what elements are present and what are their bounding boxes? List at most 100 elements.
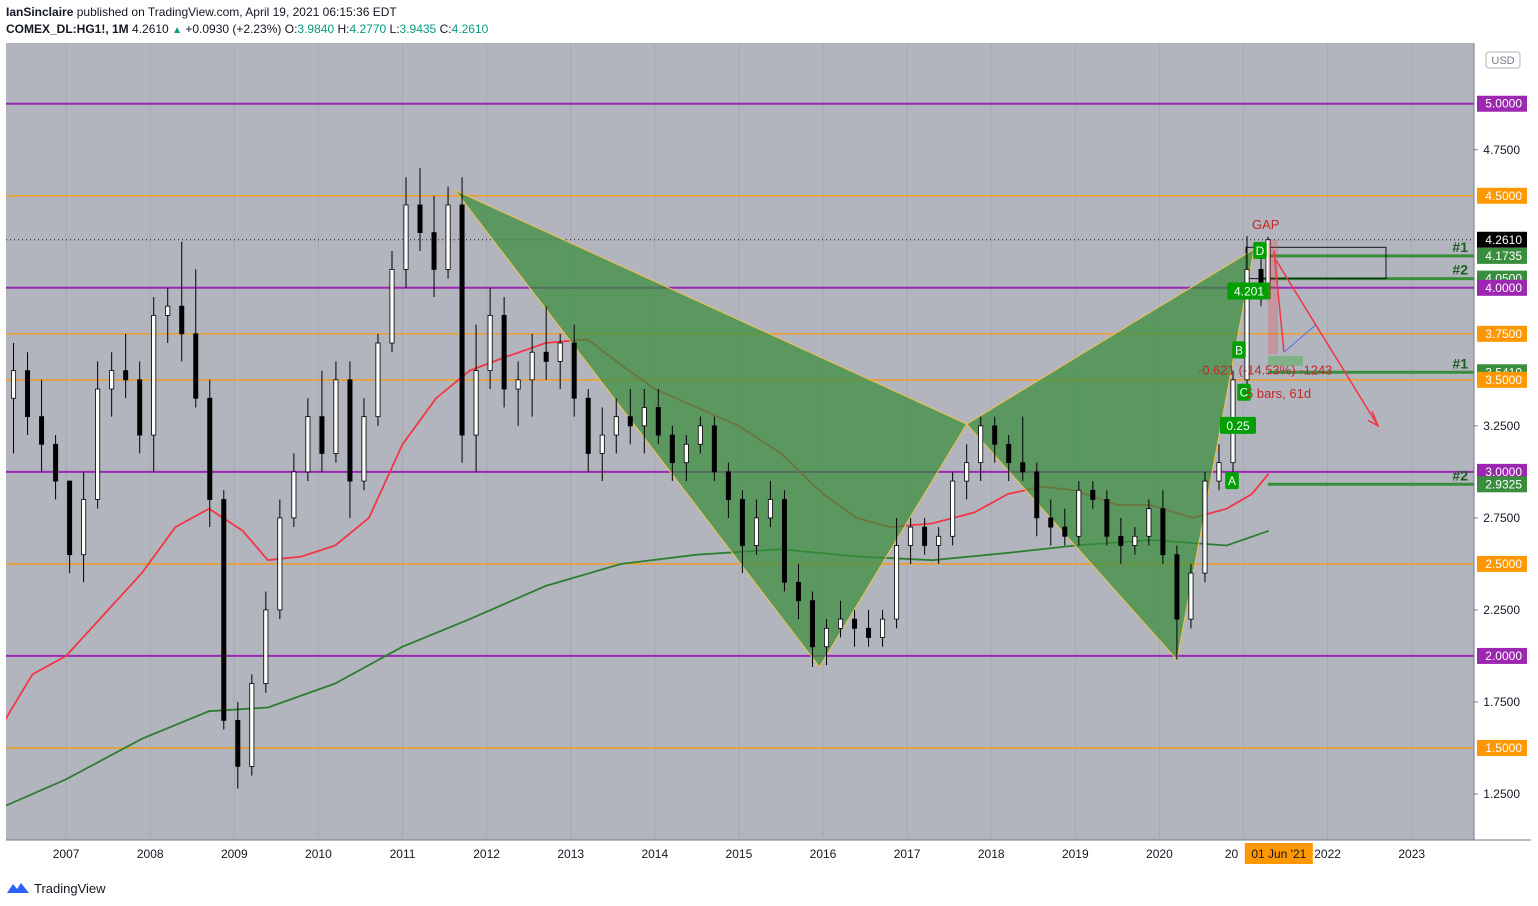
candle[interactable] — [319, 416, 325, 454]
target-zone[interactable] — [1268, 355, 1303, 366]
candlestick-chart[interactable]: #1 #2 #1 #2 D 4.201 B C 0.25 A GAP -0.621 (-14.53%… — [6, 43, 1531, 870]
candle[interactable] — [95, 388, 101, 500]
pattern-point-label[interactable] — [1225, 472, 1239, 490]
price-label-box[interactable] — [1477, 279, 1527, 296]
candle[interactable] — [992, 425, 998, 445]
candle[interactable] — [1062, 526, 1068, 537]
candle[interactable] — [179, 305, 185, 335]
candle[interactable] — [1104, 499, 1110, 537]
candle[interactable] — [599, 434, 605, 454]
price-label-box[interactable] — [1477, 231, 1527, 248]
price-axis[interactable] — [1474, 43, 1531, 840]
price-label-box[interactable] — [1477, 647, 1527, 664]
measure-zone[interactable] — [1268, 239, 1278, 355]
candle[interactable] — [950, 480, 956, 537]
candle[interactable] — [641, 407, 647, 427]
candle[interactable] — [193, 333, 199, 399]
candle[interactable] — [361, 416, 367, 482]
pattern-point-label[interactable] — [1232, 341, 1246, 359]
candle[interactable] — [1244, 268, 1250, 381]
candle[interactable] — [1132, 535, 1138, 546]
price-label-box[interactable] — [1477, 187, 1527, 204]
projection-arrow[interactable] — [1273, 250, 1285, 353]
candle[interactable] — [263, 609, 269, 684]
candle[interactable] — [221, 499, 227, 721]
price-label-box[interactable] — [1477, 247, 1527, 264]
candle[interactable] — [753, 517, 759, 546]
candle[interactable] — [529, 351, 535, 381]
price-label-box[interactable] — [1477, 739, 1527, 756]
candle[interactable] — [123, 370, 129, 381]
candle[interactable] — [908, 526, 914, 546]
candle[interactable] — [137, 379, 143, 436]
candle[interactable] — [403, 204, 409, 270]
candle[interactable] — [627, 416, 633, 427]
candle[interactable] — [501, 315, 507, 390]
candle[interactable] — [459, 204, 465, 436]
candle[interactable] — [725, 471, 731, 500]
candle[interactable] — [824, 627, 830, 648]
candle[interactable] — [389, 268, 395, 344]
candle[interactable] — [249, 683, 255, 767]
candle[interactable] — [375, 342, 381, 418]
candle[interactable] — [781, 499, 787, 583]
candle[interactable] — [305, 416, 311, 473]
candle[interactable] — [1146, 508, 1152, 537]
pattern-point-label[interactable] — [1253, 241, 1267, 259]
candle[interactable] — [53, 443, 59, 482]
candle[interactable] — [165, 305, 171, 316]
price-label-box[interactable] — [1477, 555, 1527, 572]
candle[interactable] — [1118, 535, 1124, 546]
candle[interactable] — [838, 618, 844, 629]
candle[interactable] — [1034, 471, 1040, 519]
candle[interactable] — [11, 370, 17, 399]
pattern-point-label[interactable] — [1220, 416, 1256, 434]
candle[interactable] — [557, 342, 563, 362]
candle[interactable] — [81, 499, 87, 556]
candle[interactable] — [487, 315, 493, 372]
candle[interactable] — [67, 480, 73, 556]
candle[interactable] — [613, 416, 619, 436]
candle[interactable] — [431, 232, 437, 270]
candle[interactable] — [347, 379, 353, 482]
candle[interactable] — [894, 545, 900, 620]
candle[interactable] — [445, 204, 451, 270]
candle[interactable] — [1076, 489, 1082, 537]
pattern-bcd[interactable] — [965, 248, 1255, 661]
pattern-point-label[interactable] — [1237, 383, 1251, 401]
candle[interactable] — [655, 407, 661, 436]
pattern-point-label[interactable] — [1227, 282, 1271, 300]
candle[interactable] — [922, 526, 928, 546]
candle[interactable] — [515, 379, 521, 390]
candle[interactable] — [25, 370, 31, 418]
candle[interactable] — [1020, 462, 1026, 473]
price-label-box[interactable] — [1477, 95, 1527, 112]
candle[interactable] — [880, 618, 886, 638]
candle[interactable] — [571, 342, 577, 399]
candle[interactable] — [235, 719, 241, 767]
candle[interactable] — [543, 351, 549, 362]
candle[interactable] — [333, 379, 339, 454]
currency-box[interactable] — [1485, 51, 1521, 69]
price-label-box[interactable] — [1477, 463, 1527, 480]
candle[interactable] — [669, 434, 675, 464]
candle[interactable] — [1048, 517, 1054, 528]
candle[interactable] — [277, 517, 283, 611]
candle[interactable] — [964, 462, 970, 482]
projection-arrow[interactable] — [1283, 324, 1317, 353]
candle[interactable] — [207, 397, 213, 500]
candle[interactable] — [417, 204, 423, 233]
candle[interactable] — [697, 425, 703, 445]
candle[interactable] — [1174, 554, 1180, 620]
candle[interactable] — [151, 315, 157, 436]
candle[interactable] — [1160, 508, 1166, 556]
candle[interactable] — [291, 471, 297, 519]
projection-arrow[interactable] — [1275, 259, 1379, 427]
candle[interactable] — [1188, 572, 1194, 620]
candle[interactable] — [978, 425, 984, 464]
price-label-box[interactable] — [1477, 325, 1527, 342]
candle[interactable] — [585, 397, 591, 454]
candle[interactable] — [767, 499, 773, 519]
candle[interactable] — [473, 370, 479, 436]
price-label-box[interactable] — [1477, 371, 1527, 388]
